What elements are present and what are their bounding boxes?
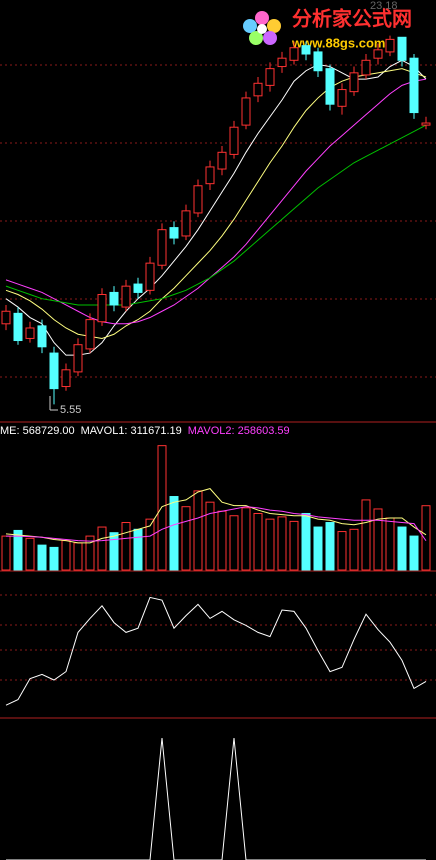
candle-body: [97, 294, 107, 323]
low-marker: 5.55: [49, 396, 81, 416]
candle-body: [37, 325, 47, 348]
high-label: 23.18: [370, 0, 398, 12]
volume-bar: [169, 496, 179, 571]
volume-bar: [253, 512, 263, 571]
candle-body: [181, 210, 191, 237]
volume-bar: [217, 510, 227, 571]
candle-body: [61, 369, 71, 388]
candle-body: [229, 126, 239, 155]
indicator-line: [5, 596, 427, 706]
legend-entry: MAVOL2: 258603.59: [188, 425, 290, 437]
candle-body: [109, 291, 119, 306]
candle-body: [13, 312, 23, 342]
candle-body: [277, 57, 287, 68]
candle-body: [301, 45, 311, 55]
volume-bar: [49, 546, 59, 571]
candle-body: [253, 82, 263, 97]
volume-bar: [313, 526, 323, 571]
candle-body: [421, 122, 431, 126]
volume-bar: [385, 517, 395, 571]
candle-body: [349, 72, 359, 93]
candle-body: [397, 36, 407, 61]
volume-bar: [97, 526, 107, 571]
ma-line: [5, 59, 427, 356]
volume-bar: [1, 535, 11, 571]
volume-bar: [13, 529, 23, 571]
volume-bar: [325, 522, 335, 571]
volume-bar: [229, 515, 239, 571]
volume-bar: [205, 501, 215, 571]
volume-bar: [133, 528, 143, 571]
candle-body: [193, 185, 203, 214]
volume-bar: [61, 540, 71, 571]
volume-bar: [109, 532, 119, 571]
candle-body: [409, 57, 419, 114]
candle-body: [85, 319, 95, 350]
candle-body: [133, 283, 143, 293]
volume-bar: [265, 518, 275, 571]
low-label: 5.55: [60, 404, 81, 416]
volume-bar: [277, 516, 287, 571]
volume-bar: [349, 528, 359, 571]
candle-body: [157, 229, 167, 266]
ma-line: [5, 124, 427, 306]
volume-bar: [337, 531, 347, 571]
watermark-title: 分析家公式网: [292, 6, 412, 30]
volume-bar: [121, 522, 131, 571]
candle-body: [169, 227, 179, 239]
candle-body: [265, 68, 275, 86]
candle-body: [121, 285, 131, 308]
volume-bar: [157, 445, 167, 571]
legend-entry: MAVOL1: 311671.19: [81, 425, 182, 437]
candle-body: [145, 262, 155, 291]
candle-body: [313, 51, 323, 72]
mavol-line: [5, 488, 427, 544]
volume-bar: [85, 535, 95, 571]
legend-entry: ME: 568729.00: [0, 425, 75, 437]
volume-bar: [241, 507, 251, 571]
volume-bar: [193, 490, 203, 571]
volume-bar: [421, 505, 431, 571]
volume-bar: [301, 512, 311, 571]
watermark: 分析家公式网 www.88gs.com: [243, 6, 412, 50]
candle-body: [337, 89, 347, 107]
candle-body: [25, 327, 35, 339]
candle-body: [1, 310, 11, 325]
candle-body: [289, 47, 299, 61]
volume-bar: [145, 518, 155, 571]
candle-body: [361, 59, 371, 76]
volume-bar: [181, 506, 191, 571]
volume-bar: [397, 526, 407, 571]
panel-frames: [0, 64, 436, 719]
volume-bar: [37, 544, 47, 571]
candle-body: [373, 49, 383, 59]
candle-body: [385, 38, 395, 53]
volume-bar: [361, 499, 371, 571]
volume-bar: [289, 520, 299, 571]
volume-bar: [409, 535, 419, 571]
candle-body: [205, 166, 215, 185]
ma-line: [5, 78, 427, 325]
mavol-line: [6, 506, 427, 542]
volume-bar: [373, 508, 383, 571]
ma-line: [5, 68, 427, 339]
volume-bar: [73, 542, 83, 571]
candle-body: [241, 97, 251, 126]
candle-body: [325, 68, 335, 105]
candle-body: [73, 344, 83, 373]
candle-body: [49, 352, 59, 390]
indicator-line: [6, 737, 426, 860]
candle-body: [217, 151, 227, 170]
volume-bar: [25, 537, 35, 571]
watermark-url: www.88gs.com: [291, 35, 385, 50]
